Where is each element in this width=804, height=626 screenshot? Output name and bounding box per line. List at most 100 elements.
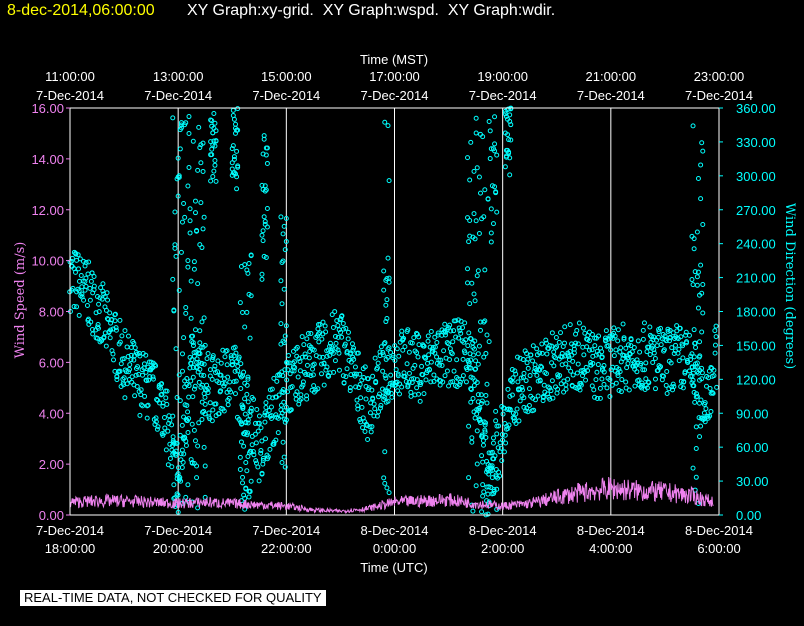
wind-direction-point — [179, 465, 185, 471]
wind-direction-point — [660, 373, 666, 379]
wind-direction-point — [226, 395, 232, 401]
wind-direction-point — [87, 285, 93, 291]
wind-direction-point — [263, 152, 269, 158]
wind-direction-point — [175, 492, 181, 498]
wind-direction-point — [423, 355, 429, 361]
wind-direction-point — [550, 395, 556, 401]
wind-direction-point — [607, 377, 613, 383]
wind-direction-point — [240, 480, 246, 486]
wind-direction-point — [698, 196, 704, 202]
wind-direction-point — [134, 383, 140, 389]
wind-direction-point — [503, 154, 509, 160]
wind-direction-point — [402, 374, 408, 380]
wind-direction-point — [531, 407, 537, 413]
wind-direction-point — [540, 398, 546, 404]
wind-direction-point — [503, 440, 509, 446]
wind-direction-point — [465, 280, 471, 286]
wind-direction-point — [478, 400, 484, 406]
wind-direction-point — [238, 386, 244, 392]
wind-direction-point — [84, 302, 90, 308]
wind-direction-point — [695, 269, 701, 275]
wind-direction-point — [615, 373, 621, 379]
wind-direction-point — [551, 363, 557, 369]
left-tick-label: 16.00 — [31, 101, 64, 116]
wind-direction-point — [575, 361, 581, 367]
wind-direction-point — [673, 342, 679, 348]
wind-direction-point — [376, 394, 382, 400]
wind-direction-point — [488, 239, 494, 245]
wind-direction-point — [701, 410, 707, 416]
right-tick-label: 0.00 — [736, 508, 761, 523]
wind-direction-point — [253, 458, 259, 464]
wind-direction-point — [677, 325, 683, 331]
wind-direction-point — [262, 188, 268, 194]
wind-direction-point — [323, 329, 329, 335]
wind-direction-point — [467, 177, 473, 183]
wind-direction-point — [386, 279, 392, 285]
wind-direction-point — [556, 339, 562, 345]
wind-direction-point — [378, 344, 384, 350]
wind-direction-point — [662, 333, 668, 339]
wind-direction-point — [476, 231, 482, 237]
wind-direction-point — [280, 439, 286, 445]
wind-direction-point — [562, 340, 568, 346]
wind-direction-point — [476, 416, 482, 422]
wind-direction-point — [700, 281, 706, 287]
wind-direction-point — [468, 386, 474, 392]
wind-direction-point — [252, 431, 258, 437]
wind-direction-point — [359, 404, 365, 410]
wind-direction-point — [169, 422, 175, 428]
bottom-tick-time: 0:00:00 — [373, 541, 416, 556]
wind-direction-point — [425, 338, 431, 344]
wind-direction-point — [112, 318, 118, 324]
wind-direction-point — [117, 339, 123, 345]
wind-direction-point — [544, 351, 550, 357]
wind-direction-point — [348, 372, 354, 378]
wind-direction-point — [388, 349, 394, 355]
wind-direction-point — [111, 357, 117, 363]
wind-direction-point — [355, 406, 361, 412]
wind-direction-point — [505, 386, 511, 392]
wind-direction-point — [202, 342, 208, 348]
wind-direction-point — [178, 122, 184, 128]
wind-direction-point — [192, 438, 198, 444]
wind-direction-point — [144, 415, 150, 421]
wind-direction-point — [89, 327, 95, 333]
wind-direction-point — [117, 368, 123, 374]
wind-direction-point — [661, 347, 667, 353]
wind-direction-point — [689, 277, 695, 283]
right-tick-label: 330.00 — [736, 135, 776, 150]
wind-direction-point — [417, 398, 423, 404]
wind-direction-point — [320, 319, 326, 325]
wind-direction-point — [476, 174, 482, 180]
wind-direction-point — [510, 410, 516, 416]
wind-direction-point — [141, 361, 147, 367]
wind-direction-point — [72, 269, 78, 275]
wind-direction-point — [243, 486, 249, 492]
wind-direction-point — [390, 352, 396, 358]
wind-direction-point — [507, 172, 513, 178]
wind-direction-point — [513, 421, 519, 427]
bottom-tick-time: 6:00:00 — [697, 541, 740, 556]
wind-direction-point — [479, 433, 485, 439]
top-tick-date: 7-Dec-2014 — [361, 88, 429, 103]
wind-direction-point — [479, 398, 485, 404]
wind-direction-point — [396, 391, 402, 397]
wind-direction-point — [367, 424, 373, 430]
wind-direction-point — [210, 407, 216, 413]
wind-direction-point — [384, 485, 390, 491]
wind-direction-point — [454, 357, 460, 363]
wind-direction-point — [558, 381, 564, 387]
wind-direction-point — [460, 356, 466, 362]
wind-direction-point — [400, 347, 406, 353]
wind-direction-point — [178, 249, 184, 255]
wind-direction-point — [285, 389, 291, 395]
wind-direction-point — [615, 338, 621, 344]
wind-direction-point — [245, 374, 251, 380]
wind-direction-point — [380, 350, 386, 356]
wind-direction-point — [414, 385, 420, 391]
wind-direction-point — [423, 377, 429, 383]
wind-direction-point — [273, 412, 279, 418]
wind-direction-point — [670, 381, 676, 387]
